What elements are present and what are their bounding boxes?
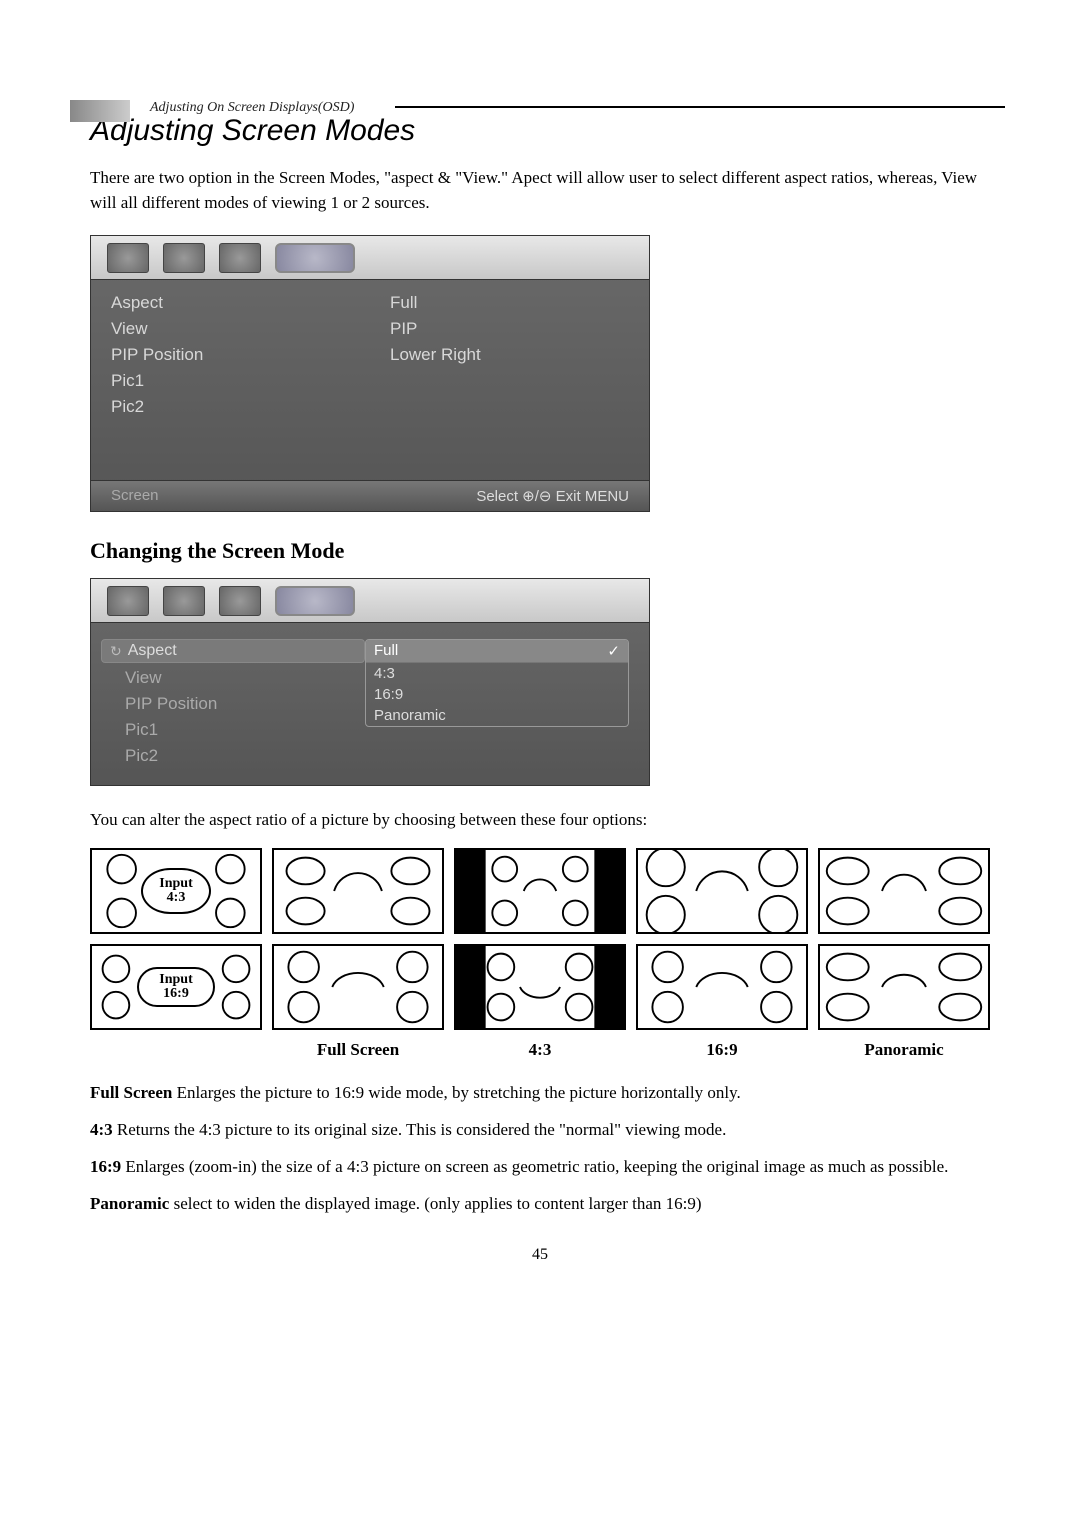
aspect-diagram-row-169: Input16:9 [90,944,990,1030]
osd-item-pip-position[interactable]: PIP Position [111,342,350,368]
diagram-169-43 [454,944,626,1030]
osd-tab-picture-icon[interactable] [107,243,149,273]
aspect-intro-text: You can alter the aspect ratio of a pict… [90,810,990,830]
badge-ratio-label: 4:3 [167,891,186,905]
osd-item-view[interactable]: View [111,316,350,342]
diagram-43-panoramic [818,848,990,934]
osd-footer-hint: Select ⊕/⊖ Exit MENU [476,487,629,505]
text-fullscreen: Enlarges the picture to 16:9 wide mode, … [172,1083,740,1102]
diagram-169-169 [636,944,808,1030]
term-169: 16:9 [90,1157,121,1176]
osd-item-pip-position[interactable]: PIP Position [101,691,365,717]
text-43: Returns the 4:3 picture to its original … [113,1120,727,1139]
aspect-option-panoramic[interactable]: Panoramic [366,705,628,726]
input-badge-169: Input16:9 [137,967,215,1007]
badge-input-label: Input [159,877,192,891]
text-169: Enlarges (zoom-in) the size of a 4:3 pic… [121,1157,948,1176]
diagram-input-169: Input16:9 [90,944,262,1030]
diagram-43-169 [636,848,808,934]
osd-submenu-left: Aspect View PIP Position Pic1 Pic2 [91,633,365,769]
def-169: 16:9 Enlarges (zoom-in) the size of a 4:… [90,1156,990,1179]
osd-value-aspect: Full [390,290,629,316]
diagram-169-fullscreen [272,944,444,1030]
osd-item-pic2[interactable]: Pic2 [111,394,350,420]
osd-tab-screen-icon[interactable] [275,586,355,616]
col-label-fullscreen: Full Screen [272,1040,444,1060]
osd-item-pic1[interactable]: Pic1 [111,368,350,394]
osd-screen-panel: Aspect View PIP Position Pic1 Pic2 Full … [90,235,650,512]
section-header: Adjusting On Screen Displays(OSD) [90,100,990,108]
osd-footer: Screen Select ⊕/⊖ Exit MENU [91,480,649,511]
input-badge-43: Input4:3 [141,868,211,914]
def-panoramic: Panoramic select to widen the displayed … [90,1193,990,1216]
osd-left-col: Aspect View PIP Position Pic1 Pic2 [91,290,370,420]
osd-tab-sound-icon[interactable] [163,586,205,616]
term-fullscreen: Full Screen [90,1083,172,1102]
osd-tab-setup-icon[interactable] [219,243,261,273]
aspect-option-43[interactable]: 4:3 [366,663,628,684]
osd-tab-picture-icon[interactable] [107,586,149,616]
aspect-options-box: Full ✓ 4:3 16:9 Panoramic [365,639,629,727]
term-panoramic: Panoramic [90,1194,169,1213]
osd-value-pip: Lower Right [390,342,629,368]
def-fullscreen: Full Screen Enlarges the picture to 16:9… [90,1082,990,1105]
diagram-input-43: Input4:3 [90,848,262,934]
osd-item-pic1[interactable]: Pic1 [101,717,365,743]
diagram-43-fullscreen [272,848,444,934]
checkmark-icon: ✓ [607,642,620,660]
header-rule [395,106,1005,108]
osd-tab-sound-icon[interactable] [163,243,205,273]
aspect-option-169[interactable]: 16:9 [366,684,628,705]
osd-tab-setup-icon[interactable] [219,586,261,616]
col-label-blank [90,1040,262,1060]
text-panoramic: select to widen the displayed image. (on… [169,1194,701,1213]
osd-item-aspect[interactable]: Aspect [111,290,350,316]
aspect-option-label: Full [374,642,398,660]
osd-selected-aspect[interactable]: Aspect [101,639,365,663]
def-43: 4:3 Returns the 4:3 picture to its origi… [90,1119,990,1142]
osd-item-view[interactable]: View [101,665,365,691]
col-label-43: 4:3 [454,1040,626,1060]
osd-value-view: PIP [390,316,629,342]
page-number: 45 [90,1246,990,1264]
badge-ratio-label: 16:9 [163,987,189,1001]
aspect-option-full[interactable]: Full ✓ [366,640,628,663]
osd-tab-bar [91,236,649,280]
osd-submenu-right: Full ✓ 4:3 16:9 Panoramic [365,633,649,769]
header-accent-bar [70,100,130,122]
osd-submenu-body: Aspect View PIP Position Pic1 Pic2 Full … [91,623,649,785]
osd-body: Aspect View PIP Position Pic1 Pic2 Full … [91,280,649,480]
col-label-169: 16:9 [636,1040,808,1060]
aspect-column-labels: Full Screen 4:3 16:9 Panoramic [90,1040,990,1060]
osd-tab-bar-2 [91,579,649,623]
intro-paragraph: There are two option in the Screen Modes… [90,166,990,215]
subheading: Changing the Screen Mode [90,538,990,564]
aspect-diagram-row-43: Input4:3 [90,848,990,934]
col-label-panoramic: Panoramic [818,1040,990,1060]
osd-footer-title: Screen [111,487,159,505]
header-breadcrumb: Adjusting On Screen Displays(OSD) [90,100,990,116]
diagram-169-panoramic [818,944,990,1030]
osd-tab-screen-icon[interactable] [275,243,355,273]
osd-right-col: Full PIP Lower Right [370,290,649,420]
diagram-43-43 [454,848,626,934]
osd-selected-label: Aspect [128,642,177,660]
osd-item-pic2[interactable]: Pic2 [101,743,365,769]
osd-aspect-submenu: Aspect View PIP Position Pic1 Pic2 Full … [90,578,650,786]
term-43: 4:3 [90,1120,113,1139]
page-title: Adjusting Screen Modes [90,114,990,148]
badge-input-label: Input [159,973,192,987]
